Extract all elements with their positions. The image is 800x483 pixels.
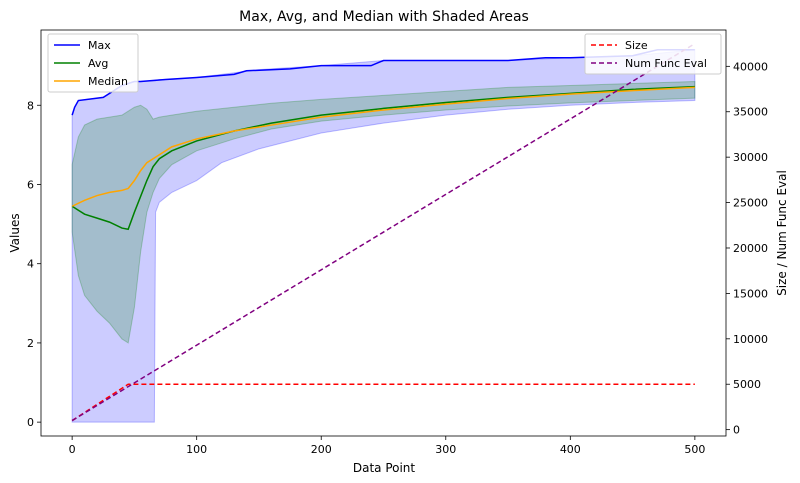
series-lines [71, 42, 696, 422]
x-tick-label: 200 [311, 443, 332, 456]
x-tick-label: 500 [684, 443, 705, 456]
x-axis-label: Data Point [353, 461, 416, 475]
nfe-line [71, 42, 696, 422]
y2-tick-label: 40000 [733, 60, 768, 73]
y-axis-label: Values [8, 213, 22, 252]
chart-title: Max, Avg, and Median with Shaded Areas [239, 9, 529, 25]
y-tick-label: 0 [27, 416, 34, 429]
y2-tick-label: 10000 [733, 333, 768, 346]
y-tick-label: 4 [27, 258, 34, 271]
y2-tick-label: 20000 [733, 242, 768, 255]
legend-max-label: Max [88, 39, 111, 52]
y-tick-label: 6 [27, 178, 34, 191]
axes: 0 100 200 300 400 500024680500010000150002000… [27, 29, 768, 456]
legend-avg-label: Avg [88, 57, 108, 70]
y2-tick-label: 15000 [733, 287, 768, 300]
x-tick-label: 100 [186, 443, 207, 456]
y2-tick-label: 35000 [733, 106, 768, 119]
x-tick-label: 400 [560, 443, 581, 456]
y2-tick-label: 25000 [733, 197, 768, 210]
plot-frame [40, 29, 727, 437]
y2-tick-label: 5000 [733, 378, 761, 391]
x-tick-label: 300 [435, 443, 456, 456]
y2-tick-label: 0 [733, 424, 740, 437]
median-line [71, 86, 695, 207]
y-tick-label: 2 [27, 337, 34, 350]
avg-line [71, 85, 695, 231]
y2-tick-label: 30000 [733, 151, 768, 164]
legend-right: Size Num Func Eval [584, 33, 722, 75]
shaded-bands [71, 49, 696, 423]
y2-axis-label: Size / Num Func Eval [775, 170, 789, 296]
x-tick-label: 0 [69, 443, 76, 456]
legend-left: Max Avg Median [47, 33, 139, 93]
legend-right-box [584, 33, 722, 75]
avg-band-area [71, 80, 696, 344]
legend-median-label: Median [88, 75, 128, 88]
y-tick-label: 8 [27, 99, 34, 112]
legend-left-box [47, 33, 139, 93]
legend-size-label: Size [625, 39, 648, 52]
size-line [71, 383, 695, 422]
legend-nfe-label: Num Func Eval [625, 57, 707, 70]
